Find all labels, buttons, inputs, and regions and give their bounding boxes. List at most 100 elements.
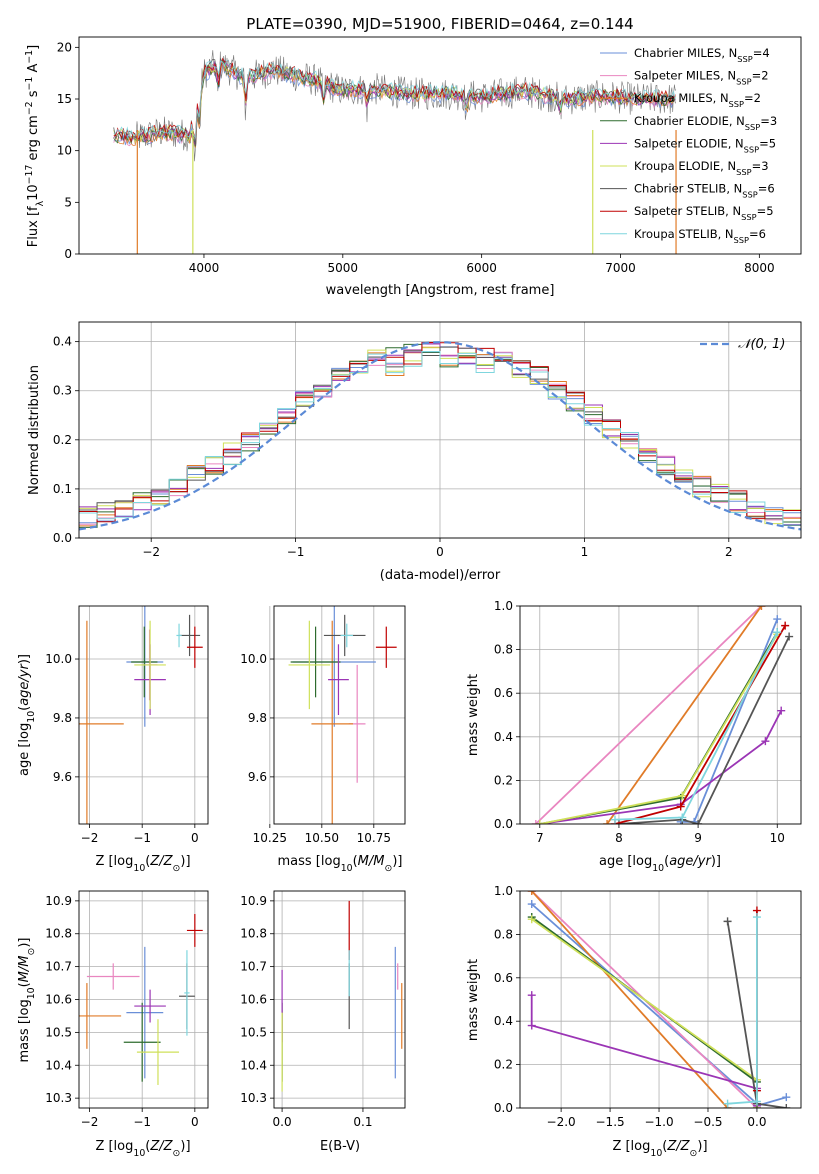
weight-marker <box>527 900 536 909</box>
weight-line-chabrier-elodie <box>539 631 779 824</box>
weight-marker <box>527 915 536 924</box>
y-tick-label: 10.0 <box>45 652 72 666</box>
y-tick-label: 0.1 <box>53 482 72 496</box>
x-tick-label: 5000 <box>328 261 359 275</box>
x-tick-label: −0.5 <box>693 1115 722 1129</box>
plot-area-mass_vs_EBV <box>281 900 403 1092</box>
weight-marker <box>531 820 540 824</box>
weight-marker <box>694 820 703 824</box>
x-axis-label: Z [log10(Z/Z⊙)] <box>95 1139 190 1159</box>
x-tick-label: 10.75 <box>357 831 391 845</box>
weight-marker <box>678 813 687 822</box>
y-tick-label: 10.3 <box>240 1091 267 1105</box>
plot-area-spectrum <box>113 50 677 254</box>
x-tick-label: −1.5 <box>596 1115 625 1129</box>
y-tick-label: 9.8 <box>248 711 267 725</box>
x-tick-label: 8000 <box>744 261 775 275</box>
plot-area-age_vs_Z <box>79 606 203 824</box>
axes-frame <box>519 890 802 1109</box>
y-tick-label: 10.9 <box>240 894 267 908</box>
x-tick-label: −1 <box>133 1115 151 1129</box>
x-tick-label: 7 <box>536 831 544 845</box>
y-tick-label: 0.4 <box>53 335 72 349</box>
axes-mass_vs_EBV: 0.0 0.1 10.3 10.4 10.5 10.6 10.7 10.8 10.9 E(B-V) <box>240 890 406 1154</box>
axes-residual_histogram: −2 −1 0 1 2 0.0 0.1 0.2 0.3 0.4 𝒩(0, 1) (data-model… <box>27 321 802 583</box>
y-tick-label: 10.5 <box>240 1025 267 1039</box>
weight-marker <box>678 791 687 800</box>
axes-frame <box>78 605 209 825</box>
weight-marker <box>603 820 612 824</box>
histogram-kroupa-stelib <box>79 351 801 526</box>
x-axis-label: Z [log10(Z/Z⊙)] <box>95 854 190 874</box>
axes-spectrum: 4000 5000 6000 7000 8000 0 5 10 15 20 wavelength [… <box>24 36 802 298</box>
y-tick-label: 0.2 <box>494 773 513 787</box>
y-tick-label: 10.4 <box>240 1058 267 1072</box>
y-tick-label: 1.0 <box>494 599 513 613</box>
weight-line-chabrier-stelib <box>618 636 790 824</box>
y-tick-label: 9.8 <box>53 711 72 725</box>
x-tick-label: −2 <box>81 831 99 845</box>
x-tick-label: 0.1 <box>353 1115 372 1129</box>
x-tick-label: −2 <box>81 1115 99 1129</box>
y-tick-label: 0.8 <box>494 643 513 657</box>
weight-marker <box>723 1099 732 1108</box>
model-line-kroupa-stelib <box>113 59 676 140</box>
x-axis-label: E(B-V) <box>320 1139 360 1154</box>
legend-label: Chabrier MILES, NSSP=4 <box>634 46 770 64</box>
weight-marker <box>757 606 766 610</box>
legend-label: Kroupa ELODIE, NSSP=3 <box>634 159 769 177</box>
y-tick-label: 10.3 <box>45 1091 72 1105</box>
x-axis-label: age [log10(age/yr)] <box>599 854 721 874</box>
y-tick-label: 10.9 <box>45 894 72 908</box>
y-tick-label: 10.7 <box>240 960 267 974</box>
weight-line-kroupa-elodie <box>539 633 779 824</box>
x-tick-label: 1 <box>581 545 589 559</box>
weight-marker <box>527 891 536 895</box>
x-tick-label: 9 <box>694 831 702 845</box>
y-tick-label: 10.7 <box>45 960 72 974</box>
normal-reference-curve <box>79 341 801 531</box>
weight-marker <box>527 1021 536 1030</box>
x-tick-label: −2 <box>142 545 160 559</box>
x-tick-label: −1 <box>287 545 305 559</box>
x-tick-label: −1.0 <box>644 1115 673 1129</box>
x-axis-label: (data-model)/error <box>380 568 501 583</box>
y-tick-label: 0.3 <box>53 384 72 398</box>
y-tick-label: 10.4 <box>45 1058 72 1072</box>
x-tick-label: 8 <box>615 831 623 845</box>
x-tick-label: 0.0 <box>273 1115 292 1129</box>
y-tick-label: 0.4 <box>494 1014 513 1028</box>
x-axis-label: Z [log10(Z/Z⊙)] <box>612 1139 707 1159</box>
legend-label: Kroupa MILES, NSSP=2 <box>634 91 761 109</box>
axes-frame <box>519 605 802 825</box>
y-tick-label: 0.4 <box>494 730 513 744</box>
axes-frame <box>78 321 802 539</box>
weight-marker <box>781 621 790 630</box>
y-tick-label: 0.0 <box>53 531 72 545</box>
weight-marker <box>773 628 782 637</box>
axes-age_vs_Z: −2 −1 0 9.6 9.8 10.0 Z [log10(Z/Z⊙)] age [log10… <box>17 605 209 874</box>
legend-label: Salpeter MILES, NSSP=2 <box>634 69 769 87</box>
axes-frame <box>273 890 406 1109</box>
plot-area-residual_histogram <box>79 341 801 531</box>
weight-line-kroupa-miles <box>606 606 763 824</box>
axes-frame <box>78 36 802 255</box>
y-tick-label: 10.5 <box>45 1025 72 1039</box>
axes-massweight_vs_Z: −2.0 −1.5 −1.0 −0.5 0.0 0.0 0.2 0.4 0.6 0.8 1.0 Z [… <box>466 884 802 1159</box>
x-tick-label: 0.0 <box>747 1115 766 1129</box>
weight-marker <box>782 1104 791 1108</box>
y-tick-label: 10.8 <box>45 927 72 941</box>
x-tick-label: 10.50 <box>305 831 339 845</box>
y-tick-label: 10.6 <box>45 993 72 1007</box>
legend-label: Chabrier STELIB, NSSP=6 <box>634 182 775 200</box>
y-tick-label: 10.0 <box>240 652 267 666</box>
x-tick-label: −1 <box>133 831 151 845</box>
weight-marker <box>777 706 786 715</box>
weight-marker <box>527 991 536 1000</box>
y-tick-label: 0.2 <box>53 433 72 447</box>
y-tick-label: 10.6 <box>240 993 267 1007</box>
y-tick-label: 15 <box>57 92 72 106</box>
y-tick-label: 0.6 <box>494 686 513 700</box>
x-axis-label: mass [log10(M/M⊙)] <box>278 854 403 874</box>
legend: Chabrier MILES, NSSP=4 Salpeter MILES, NS… <box>600 46 777 245</box>
